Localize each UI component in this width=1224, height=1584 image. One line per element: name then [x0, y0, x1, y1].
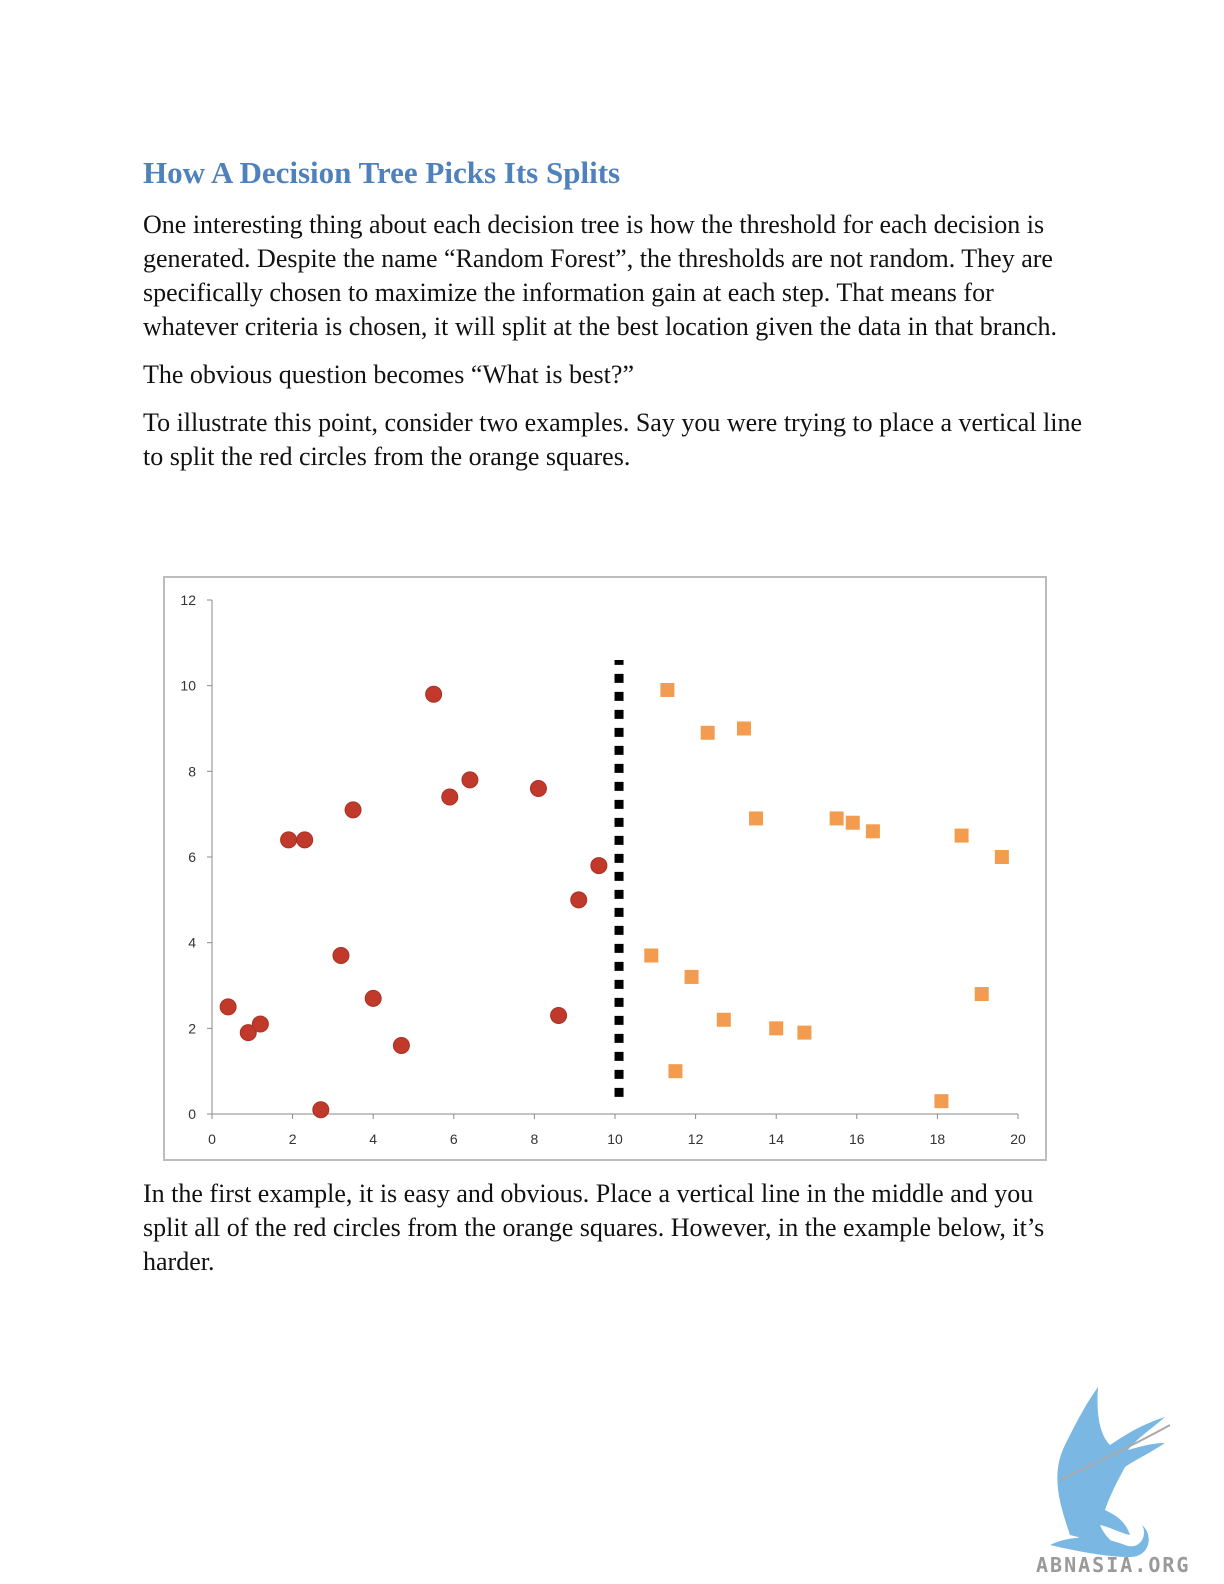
red-circle-point	[312, 1101, 330, 1119]
x-tick-label: 4	[369, 1131, 377, 1147]
orange-square-point	[865, 824, 880, 839]
scatter-chart: 0 2 4 6 8 10 12 0 2 4 6 8 10 12 14 16 18 20	[163, 576, 1047, 1161]
orange-square-point	[829, 811, 844, 826]
red-circle-point	[332, 947, 350, 965]
orange-square-point	[736, 721, 751, 736]
y-tick-label: 8	[188, 763, 196, 779]
orange-square-point	[994, 850, 1009, 864]
x-tick-label: 20	[1010, 1131, 1026, 1147]
orange-square-point	[954, 828, 969, 843]
paragraph-first-example: In the first example, it is easy and obv…	[143, 1179, 1045, 1276]
paragraph-intro: One interesting thing about each decisio…	[143, 210, 1058, 341]
paragraph-question: The obvious question becomes “What is be…	[143, 360, 634, 389]
orange-square-point	[684, 969, 699, 984]
red-circle-point	[550, 1006, 568, 1024]
x-tick-label: 2	[289, 1131, 297, 1147]
red-circle-point	[392, 1036, 410, 1054]
red-circle-point	[461, 771, 479, 789]
griffin-logo-icon	[1050, 1387, 1171, 1557]
orange-square-point	[797, 1025, 812, 1040]
x-tick-label: 8	[531, 1131, 539, 1147]
red-circle-point	[590, 857, 608, 875]
orange-square-point	[769, 1021, 784, 1036]
red-circle-point	[251, 1015, 269, 1033]
red-circle-point	[280, 831, 298, 849]
x-tick-label: 18	[930, 1131, 946, 1147]
y-tick-label: 6	[188, 849, 196, 865]
x-tick-label: 14	[768, 1131, 784, 1147]
x-tick-label: 0	[208, 1131, 216, 1147]
y-tick-label: 0	[188, 1106, 196, 1122]
y-tick-label: 2	[188, 1020, 196, 1036]
x-tick-label: 10	[607, 1131, 623, 1147]
orange-square-point	[749, 811, 764, 826]
red-circle-point	[219, 998, 237, 1016]
scatter-plot-svg: 0 2 4 6 8 10 12 0 2 4 6 8 10 12 14 16 18 20	[180, 592, 1026, 1147]
orange-square-point	[934, 1094, 949, 1109]
x-tick-label: 16	[849, 1131, 865, 1147]
red-circle-point	[529, 779, 547, 797]
red-circle-point	[425, 685, 443, 703]
orange-square-point	[668, 1064, 683, 1079]
x-tick-label: 12	[688, 1131, 704, 1147]
orange-square-point	[845, 815, 860, 830]
red-circle-point	[296, 831, 314, 849]
orange-square-point	[644, 948, 659, 963]
red-circle-point	[239, 1024, 257, 1042]
orange-square-point	[660, 682, 675, 697]
red-circle-point	[364, 989, 382, 1007]
x-tick-label: 6	[450, 1131, 458, 1147]
document-body-continued: In the first example, it is easy and obv…	[143, 1177, 1083, 1293]
orange-square-point	[700, 725, 715, 740]
orange-square-point	[716, 1012, 731, 1027]
orange-square-point	[974, 987, 989, 1002]
y-tick-label: 4	[188, 935, 196, 951]
section-heading: How A Decision Tree Picks Its Splits	[143, 155, 621, 190]
red-circle-point	[344, 801, 362, 819]
red-circle-point	[570, 891, 588, 909]
document-body: How A Decision Tree Picks Its Splits One…	[143, 152, 1083, 488]
red-circle-point	[441, 788, 459, 806]
paragraph-illustrate: To illustrate this point, consider two e…	[143, 408, 1082, 471]
logo-text: ABNASIA.ORG	[1036, 1553, 1191, 1577]
y-tick-label: 12	[180, 592, 196, 608]
y-tick-label: 10	[180, 678, 196, 694]
